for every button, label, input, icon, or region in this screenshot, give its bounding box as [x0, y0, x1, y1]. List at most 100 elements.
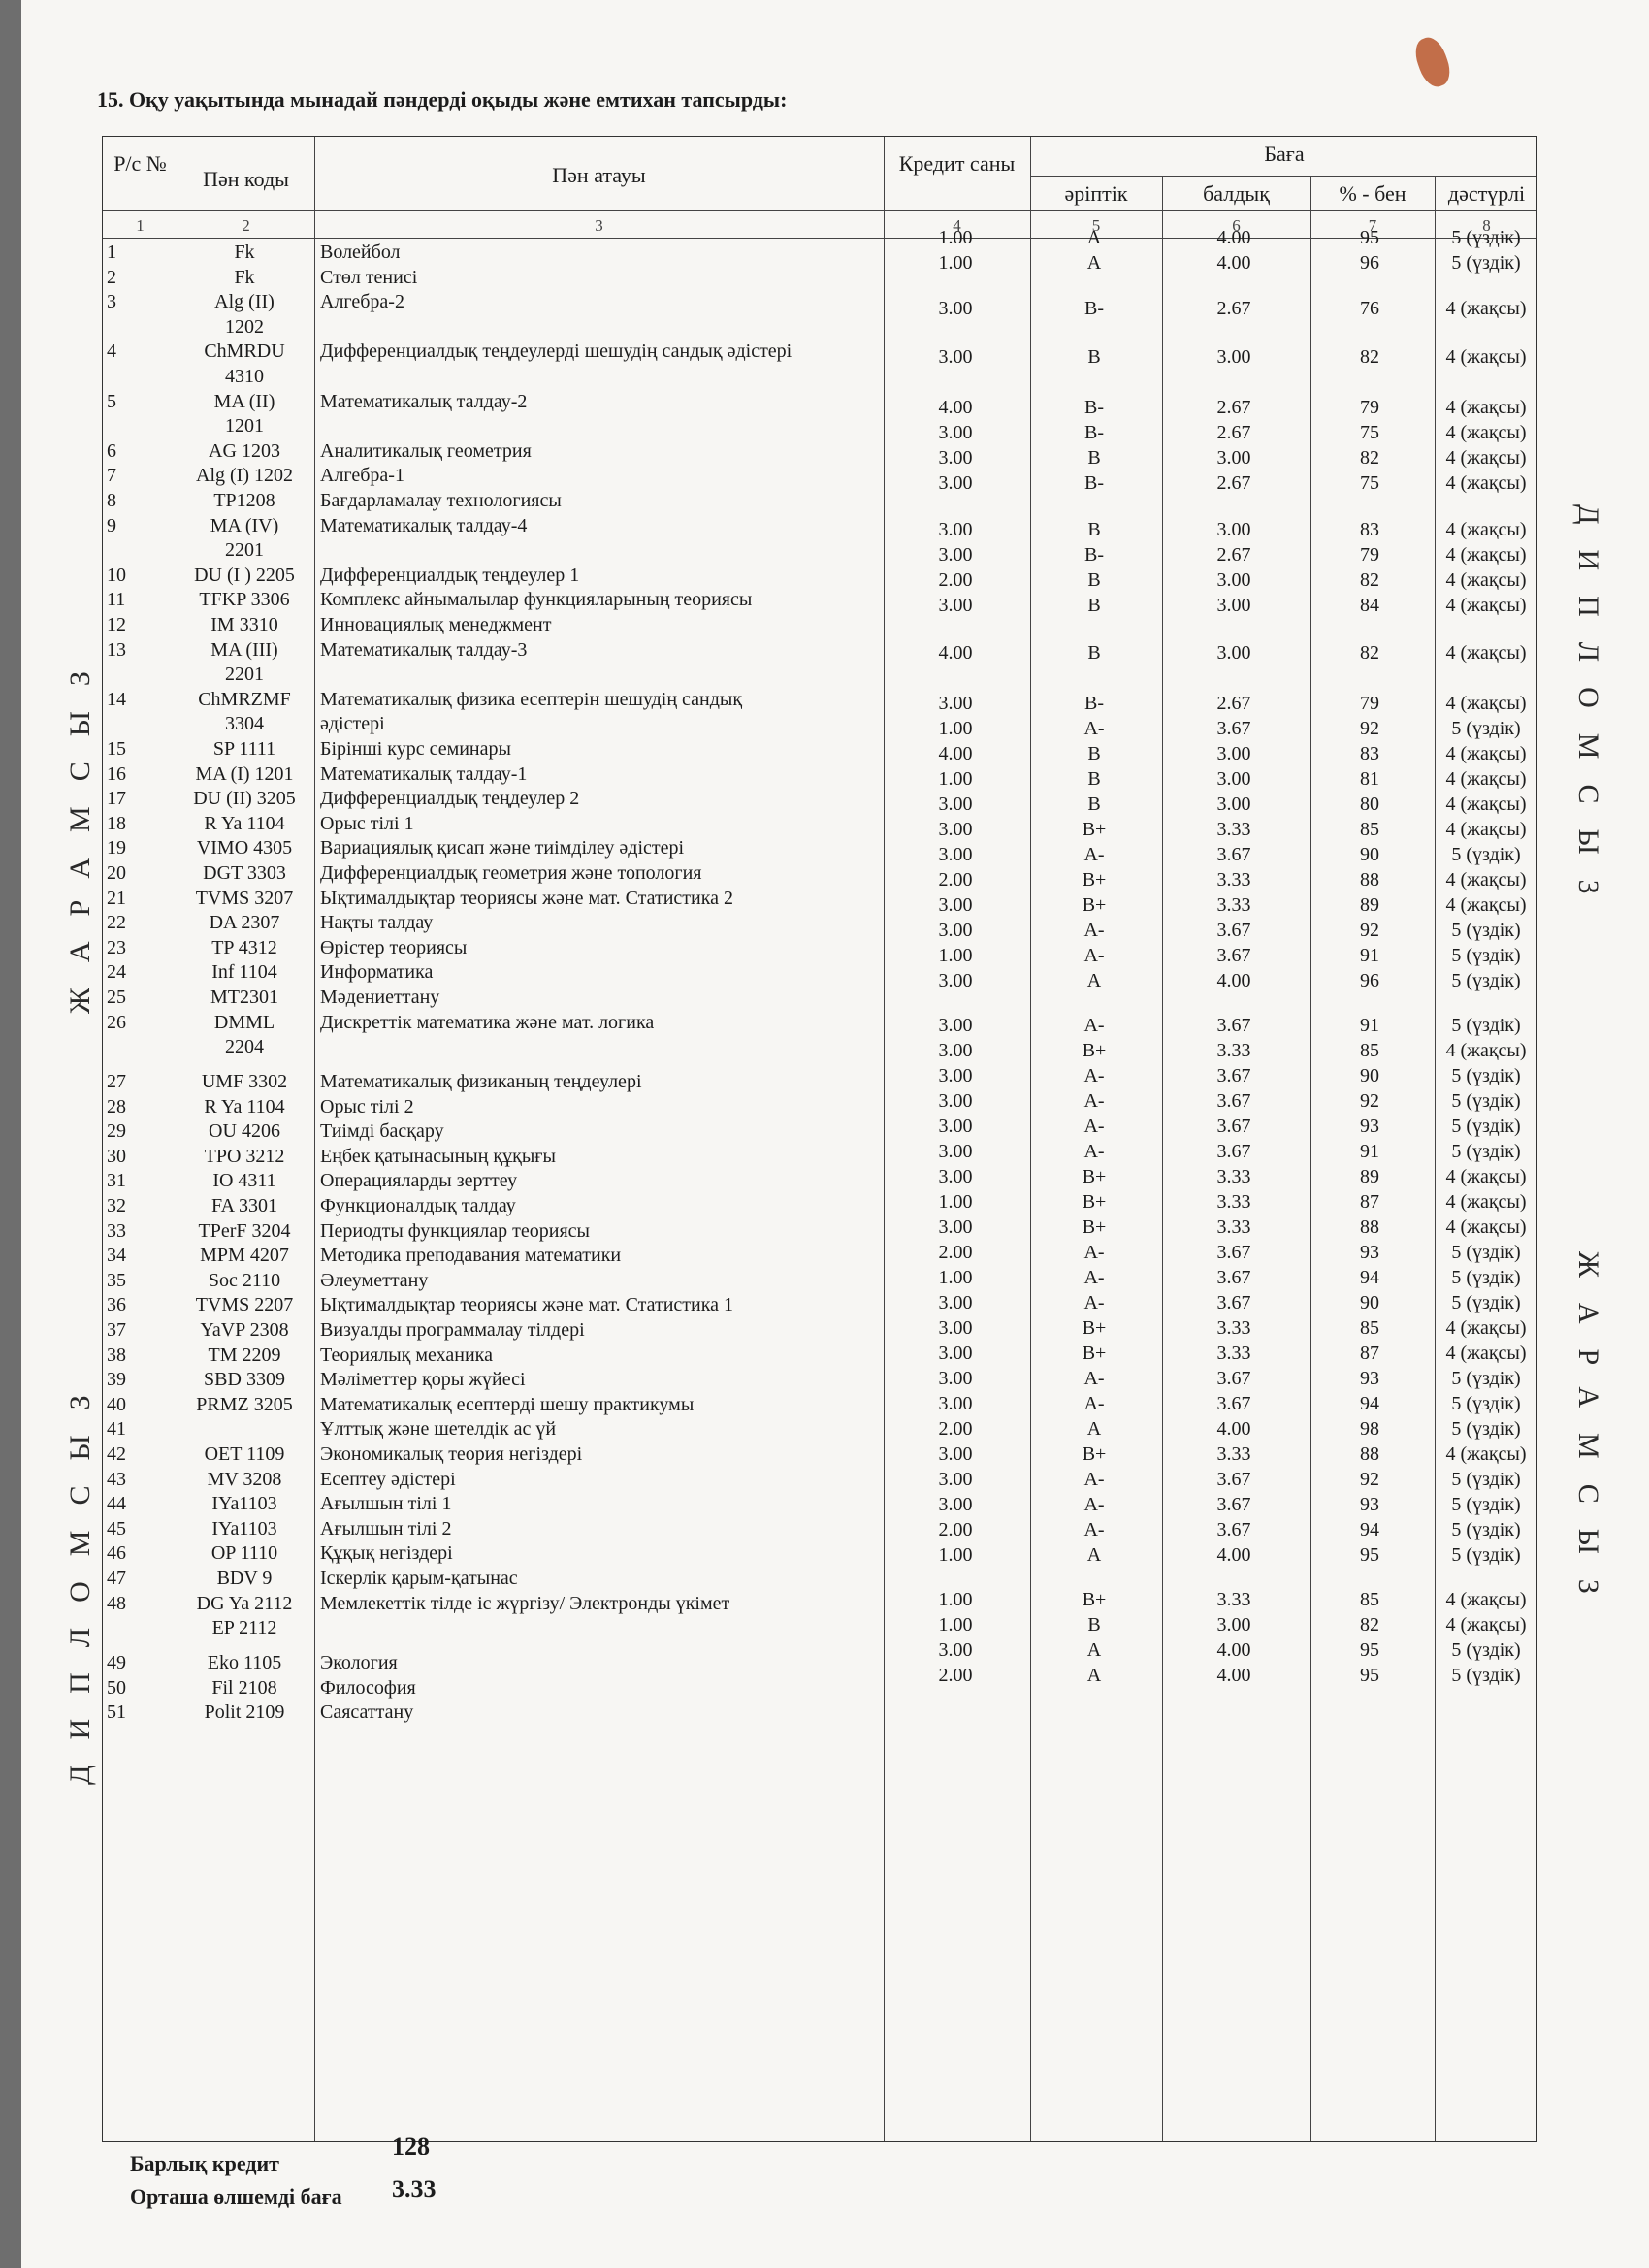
course-name: Орыс тілі 2	[320, 1095, 414, 1118]
traditional-grade: 4 (жақсы)	[1445, 794, 1527, 816]
row-number: 21	[107, 887, 126, 909]
course-name: Алгебра-1	[320, 465, 404, 487]
course-name: Мәліметтер қоры жүйесі	[320, 1369, 526, 1391]
percent-grade: 79	[1360, 693, 1379, 715]
course-name: Математикалық талдау-2	[320, 390, 528, 412]
credits-value: 3.00	[938, 471, 973, 494]
percent-grade: 95	[1360, 1638, 1379, 1661]
course-code: MV 3208	[207, 1468, 282, 1490]
course-code: MA (IV)	[210, 514, 279, 536]
credits-value: 3.00	[938, 1494, 973, 1516]
letter-grade: A-	[1083, 1242, 1105, 1264]
points-grade: 3.00	[1216, 345, 1251, 368]
traditional-grade: 5 (үздік)	[1451, 1519, 1521, 1541]
traditional-grade: 5 (үздік)	[1451, 945, 1521, 967]
course-name: Бірінші курс семинары	[320, 738, 511, 760]
grades-table: Р/с № Пән коды Пән атауы Кредит саны Бағ…	[102, 136, 1537, 2142]
column-number: 5	[1091, 216, 1101, 235]
points-grade: 3.67	[1216, 1090, 1251, 1113]
points-grade: 3.67	[1216, 844, 1251, 866]
credits-value: 3.00	[938, 1015, 973, 1037]
percent-grade: 82	[1360, 641, 1379, 664]
course-code: R Ya 1104	[204, 1095, 285, 1118]
percent-grade: 95	[1360, 227, 1379, 249]
traditional-grade: 5 (үздік)	[1451, 920, 1521, 942]
course-code: TM 2209	[208, 1344, 281, 1366]
course-name: Экономикалық теория негіздері	[320, 1443, 583, 1466]
column-number: 4	[953, 216, 961, 235]
row-number: 3	[107, 291, 116, 313]
credits-value: 3.00	[938, 894, 973, 917]
traditional-grade: 5 (үздік)	[1451, 1242, 1521, 1264]
percent-grade: 90	[1360, 1065, 1379, 1087]
credits-value: 3.00	[938, 298, 973, 320]
percent-grade: 91	[1360, 1015, 1379, 1037]
traditional-grade: 4 (жақсы)	[1445, 471, 1527, 494]
course-code: Eko 1105	[207, 1652, 282, 1674]
row-number: 40	[107, 1393, 126, 1415]
points-grade: 3.67	[1216, 920, 1251, 942]
course-name: Мемлекеттік тілде іс жүргізу/ Электронды…	[320, 1592, 730, 1614]
points-grade: 3.33	[1216, 1040, 1251, 1062]
course-name: Ағылшын тілі 2	[320, 1517, 452, 1539]
percent-grade: 88	[1360, 1216, 1379, 1239]
course-name: Вариациялық қисап және тиімділеу әдістер…	[320, 837, 685, 859]
percent-grade: 93	[1360, 1242, 1379, 1264]
course-name: Алгебра-2	[320, 291, 404, 313]
letter-grade: A-	[1083, 1267, 1105, 1289]
row-number: 17	[107, 788, 126, 810]
percent-grade: 92	[1360, 1090, 1379, 1113]
credits-value: 3.00	[938, 1343, 973, 1365]
credits-value: 2.00	[938, 1519, 973, 1541]
credits-value: 3.00	[938, 1292, 973, 1314]
credits-value: 1.00	[938, 227, 973, 249]
course-name: Дифференциалдық геометрия және топология	[320, 862, 702, 884]
letter-grade: A-	[1083, 1116, 1105, 1138]
credits-value: 3.00	[938, 1443, 973, 1466]
traditional-grade: 5 (үздік)	[1451, 1090, 1521, 1113]
letter-grade: A-	[1083, 1519, 1105, 1541]
course-name: Саясаттану	[320, 1701, 414, 1724]
course-code: TVMS 3207	[195, 887, 294, 909]
letter-grade: A-	[1083, 1015, 1105, 1037]
column-number: 2	[242, 216, 250, 235]
course-code: DMML	[213, 1011, 275, 1033]
course-name: Операцияларды зерттеу	[320, 1170, 518, 1192]
course-name: Ұлттық және шетелдік ас үй	[320, 1418, 557, 1441]
points-grade: 4.00	[1216, 1418, 1251, 1441]
points-grade: 2.67	[1216, 693, 1251, 715]
course-name: Математикалық есептерді шешу практикумы	[320, 1393, 695, 1415]
credits-value: 1.00	[938, 768, 973, 791]
traditional-grade: 4 (жақсы)	[1445, 894, 1527, 917]
course-code: TP 4312	[211, 936, 277, 958]
percent-grade: 87	[1360, 1343, 1379, 1365]
course-name: Математикалық талдау-3	[320, 638, 528, 661]
points-grade: 2.67	[1216, 421, 1251, 443]
course-name: Аналитикалық геометрия	[320, 439, 532, 462]
row-number: 1	[107, 242, 116, 263]
credits-value: 2.00	[938, 869, 973, 891]
credits-value: 3.00	[938, 1141, 973, 1163]
credits-value: 3.00	[938, 446, 973, 469]
percent-grade: 84	[1360, 595, 1379, 617]
points-grade: 4.00	[1216, 1664, 1251, 1686]
points-grade: 3.33	[1216, 1216, 1251, 1239]
traditional-grade: 5 (үздік)	[1451, 1015, 1521, 1037]
points-grade: 2.67	[1216, 471, 1251, 494]
points-grade: 3.33	[1216, 1166, 1251, 1188]
course-code: DG Ya 2112	[196, 1592, 293, 1614]
credits-value: 3.00	[938, 1166, 973, 1188]
row-number: 28	[107, 1095, 126, 1118]
traditional-grade: 4 (жақсы)	[1445, 1613, 1527, 1636]
header-percent: % - бен	[1339, 181, 1406, 206]
traditional-grade: 5 (үздік)	[1451, 844, 1521, 866]
credits-value: 2.00	[938, 569, 973, 592]
traditional-grade: 5 (үздік)	[1451, 1638, 1521, 1661]
letter-grade: A-	[1083, 1469, 1105, 1491]
row-number: 33	[107, 1219, 126, 1242]
points-grade: 3.67	[1216, 1065, 1251, 1087]
course-name: Тиімді басқару	[320, 1120, 444, 1143]
percent-grade: 82	[1360, 1613, 1379, 1636]
letter-grade: B	[1087, 641, 1101, 664]
points-grade: 3.00	[1216, 569, 1251, 592]
